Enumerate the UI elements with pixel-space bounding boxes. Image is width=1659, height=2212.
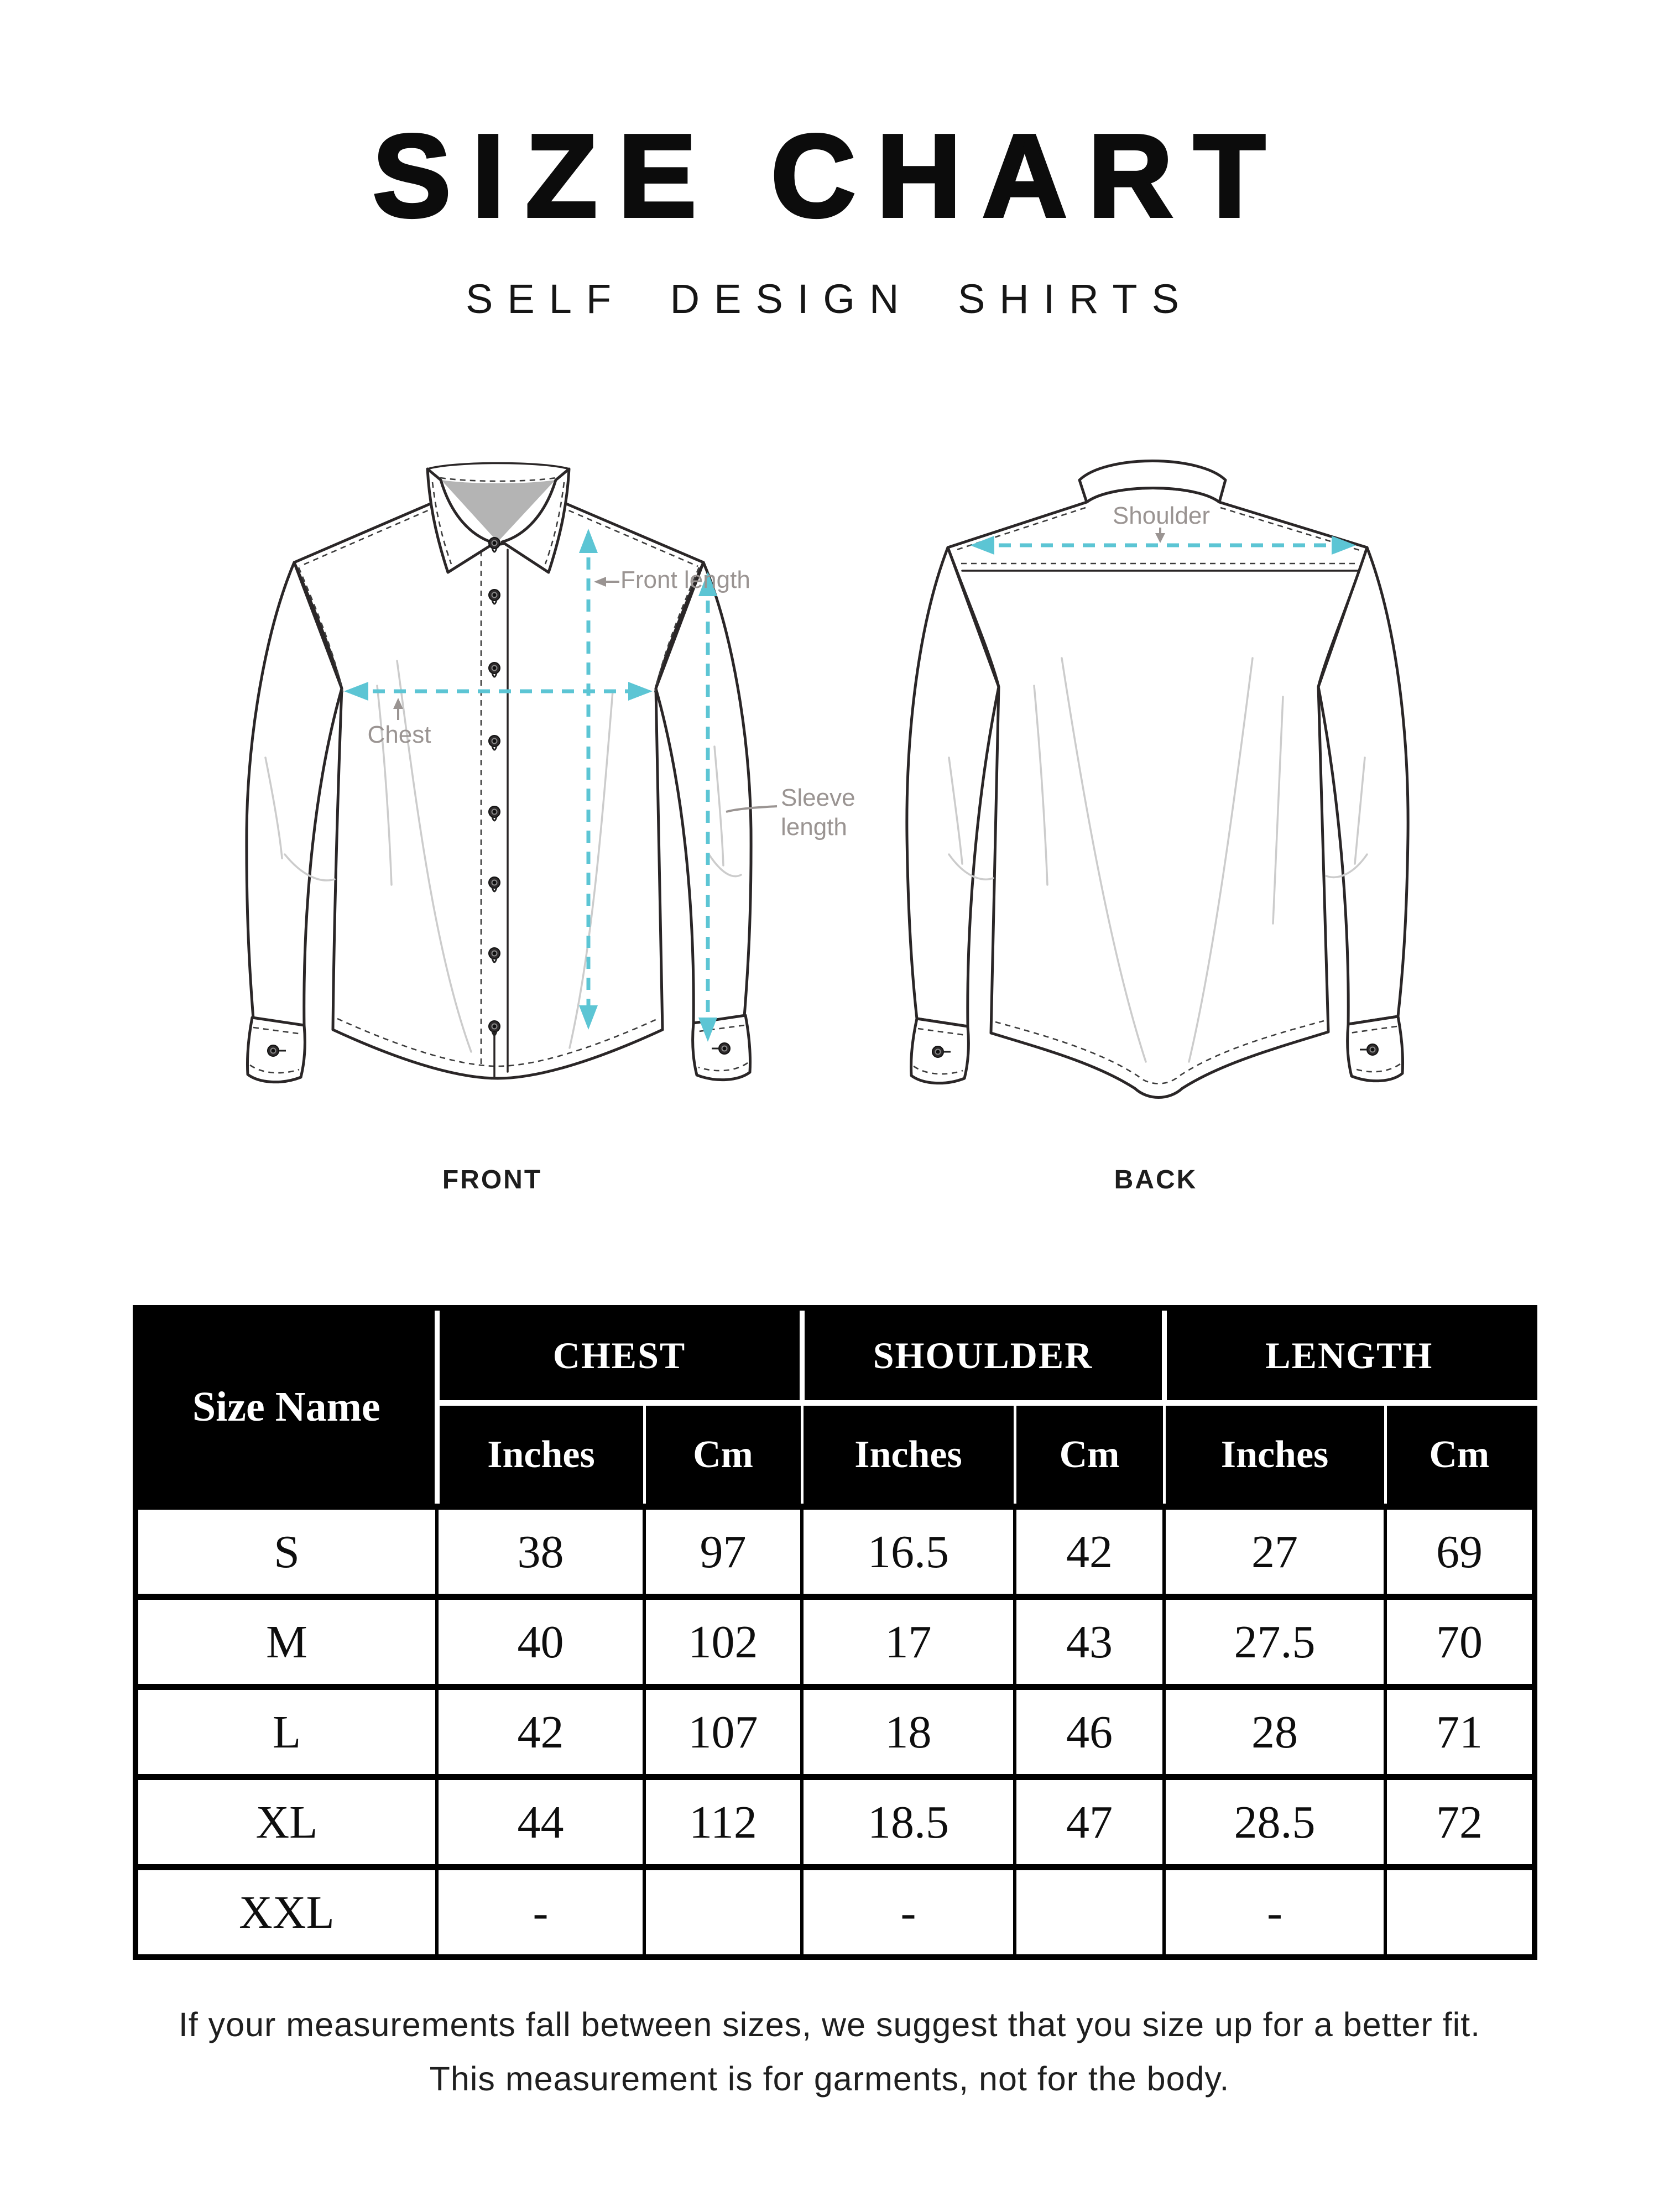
shoulder-measure-arrow bbox=[970, 536, 1356, 555]
value-cell: 102 bbox=[643, 1594, 804, 1689]
value-cell: 72 bbox=[1384, 1774, 1535, 1869]
shoulder-pointer-icon bbox=[1155, 528, 1165, 543]
value-cell: - bbox=[435, 1864, 646, 1959]
chest-pointer-icon bbox=[393, 698, 403, 720]
value-cell bbox=[643, 1864, 804, 1959]
back-shirt-diagram bbox=[905, 460, 1410, 1099]
front-right-sleeve bbox=[654, 561, 753, 1026]
table-row-s: S 38 97 16.5 42 27 69 bbox=[135, 1504, 1535, 1599]
chest-measure-arrow bbox=[344, 682, 653, 701]
size-cell: XXL bbox=[135, 1864, 439, 1959]
value-cell: 97 bbox=[643, 1504, 804, 1599]
length-cm-header: Cm bbox=[1384, 1403, 1536, 1507]
value-cell: 38 bbox=[435, 1504, 646, 1599]
size-table: Size Name CHEST SHOULDER LENGTH Inches C… bbox=[133, 1305, 1538, 1960]
value-cell: 42 bbox=[1013, 1504, 1166, 1599]
table-row-xl: XL 44 112 18.5 47 28.5 72 bbox=[135, 1774, 1535, 1869]
value-cell: 16.5 bbox=[800, 1504, 1016, 1599]
back-right-sleeve bbox=[1317, 546, 1410, 1026]
value-cell: 69 bbox=[1384, 1504, 1535, 1599]
shoulder-cm-header: Cm bbox=[1013, 1403, 1166, 1507]
value-cell: 43 bbox=[1013, 1594, 1166, 1689]
table-row-xxl: XXL - - - bbox=[135, 1864, 1535, 1959]
size-cell: M bbox=[135, 1594, 439, 1689]
value-cell: 47 bbox=[1013, 1774, 1166, 1869]
page-title: SIZE CHART bbox=[371, 108, 1286, 243]
chest-label: Chest bbox=[367, 721, 431, 748]
value-cell: 70 bbox=[1384, 1594, 1535, 1689]
sleeve-length-label: Sleeve length bbox=[781, 784, 855, 841]
value-cell: - bbox=[1162, 1864, 1387, 1959]
table-row-m: M 40 102 17 43 27.5 70 bbox=[135, 1594, 1535, 1689]
value-cell: 42 bbox=[435, 1684, 646, 1779]
fit-note: If your measurements fall between sizes,… bbox=[0, 1997, 1659, 2106]
back-body bbox=[946, 487, 1369, 1099]
value-cell: 18.5 bbox=[800, 1774, 1016, 1869]
length-inches-header: Inches bbox=[1162, 1403, 1387, 1507]
front-length-label: Front length bbox=[620, 566, 750, 593]
value-cell: 40 bbox=[435, 1594, 646, 1689]
shoulder-label: Shoulder bbox=[1112, 502, 1211, 529]
value-cell: 27 bbox=[1162, 1504, 1387, 1599]
group-header-chest: CHEST bbox=[434, 1308, 805, 1406]
size-cell: XL bbox=[135, 1774, 439, 1869]
value-cell: 112 bbox=[643, 1774, 804, 1869]
value-cell: 17 bbox=[800, 1594, 1016, 1689]
value-cell: 28 bbox=[1162, 1684, 1387, 1779]
size-name-header: Size Name bbox=[135, 1308, 440, 1507]
value-cell: - bbox=[800, 1864, 1016, 1959]
front-right-collar bbox=[500, 467, 571, 574]
chest-cm-header: Cm bbox=[643, 1403, 804, 1507]
front-left-collar bbox=[426, 467, 496, 574]
value-cell: 18 bbox=[800, 1684, 1016, 1779]
value-cell bbox=[1384, 1864, 1535, 1959]
sleeve-length-measure-arrow bbox=[698, 572, 717, 1042]
value-cell: 46 bbox=[1013, 1684, 1166, 1779]
chest-inches-header: Inches bbox=[435, 1403, 646, 1507]
group-header-shoulder: SHOULDER bbox=[799, 1308, 1167, 1406]
page-subtitle: SELF DESIGN SHIRTS bbox=[466, 276, 1193, 322]
button-placket bbox=[488, 537, 500, 1036]
fit-note-line2: This measurement is for garments, not fo… bbox=[429, 2060, 1230, 2098]
size-cell: S bbox=[135, 1504, 439, 1599]
sleeve-length-pointer-icon bbox=[726, 805, 778, 813]
front-left-sleeve bbox=[245, 561, 343, 1028]
table-row-l: L 42 107 18 46 28 71 bbox=[135, 1684, 1535, 1779]
value-cell bbox=[1013, 1864, 1166, 1959]
front-length-measure-arrow bbox=[579, 529, 598, 1030]
back-collar bbox=[1078, 460, 1227, 504]
collar-inner-fill bbox=[441, 480, 555, 542]
value-cell: 27.5 bbox=[1162, 1594, 1387, 1689]
front-shirt-diagram bbox=[245, 462, 778, 1084]
size-cell: L bbox=[135, 1684, 439, 1779]
fit-note-line1: If your measurements fall between sizes,… bbox=[178, 2006, 1481, 2043]
value-cell: 71 bbox=[1384, 1684, 1535, 1779]
back-caption: BACK bbox=[1114, 1165, 1198, 1194]
value-cell: 44 bbox=[435, 1774, 646, 1869]
front-length-pointer-icon bbox=[594, 577, 619, 587]
value-cell: 107 bbox=[643, 1684, 804, 1779]
shoulder-inches-header: Inches bbox=[800, 1403, 1016, 1507]
value-cell: 28.5 bbox=[1162, 1774, 1387, 1869]
front-caption: FRONT bbox=[442, 1165, 542, 1194]
group-header-length: LENGTH bbox=[1161, 1308, 1537, 1406]
